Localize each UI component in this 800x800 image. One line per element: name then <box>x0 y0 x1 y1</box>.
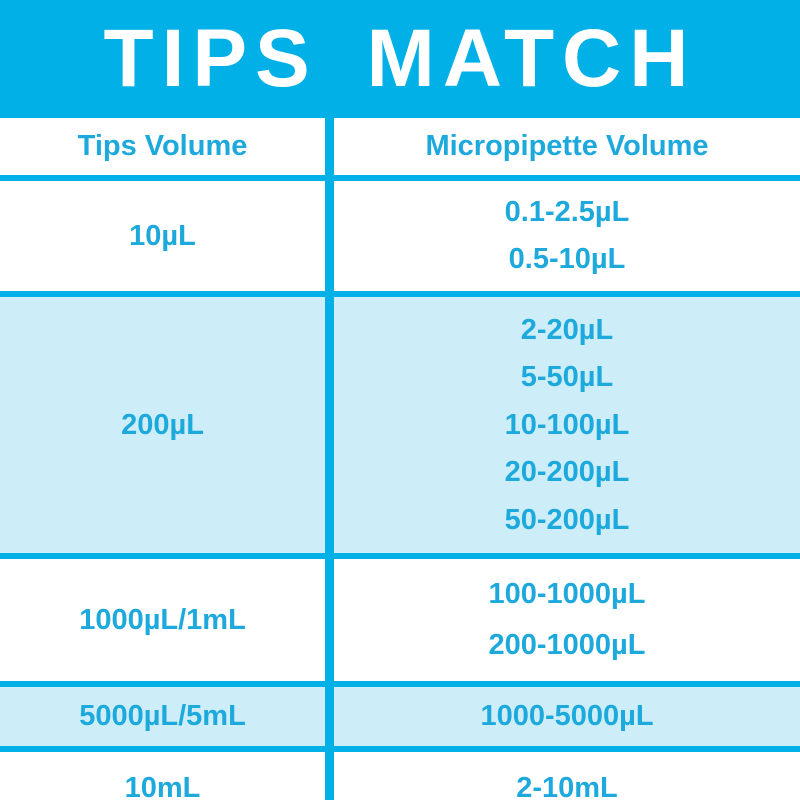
micropipette-range: 2-20µL <box>520 313 614 346</box>
micropipette-range: 2-10mL <box>516 771 618 800</box>
tips-volume-cell: 10mL <box>0 752 325 800</box>
tips-volume-cell: 1000µL/1mL <box>0 559 325 681</box>
micropipette-range: 20-200µL <box>504 456 630 488</box>
column-divider <box>325 181 334 291</box>
micropipette-range: 1000-5000µL <box>480 700 654 732</box>
micropipette-volume-cell: 2-10mL <box>334 752 800 800</box>
column-divider <box>325 559 334 681</box>
column-divider <box>325 687 334 746</box>
micropipette-range: 50-200µL <box>504 503 630 536</box>
micropipette-range: 0.5-10µL <box>508 242 626 275</box>
tips-volume-value: 5000µL/5mL <box>79 700 246 732</box>
micropipette-range: 10-100µL <box>504 408 630 441</box>
table-row: 200µL 2-20µL 5-50µL 10-100µL 20-200µL 50… <box>0 297 800 559</box>
column-divider <box>325 752 334 800</box>
tips-volume-value: 200µL <box>121 408 204 441</box>
tips-volume-value: 1000µL/1mL <box>79 603 246 636</box>
micropipette-range: 200-1000µL <box>488 628 646 661</box>
table-row: 10mL 2-10mL <box>0 752 800 800</box>
column-header-label: Tips Volume <box>77 130 248 162</box>
table-row: 10µL 0.1-2.5µL 0.5-10µL <box>0 181 800 297</box>
table-row: 1000µL/1mL 100-1000µL 200-1000µL <box>0 559 800 687</box>
column-header-tips-volume: Tips Volume <box>0 118 325 175</box>
tips-volume-value: 10mL <box>124 771 201 800</box>
micropipette-volume-cell: 2-20µL 5-50µL 10-100µL 20-200µL 50-200µL <box>334 297 800 553</box>
title-banner: TIPS MATCH <box>0 0 800 118</box>
tips-volume-cell: 10µL <box>0 181 325 291</box>
micropipette-volume-cell: 0.1-2.5µL 0.5-10µL <box>334 181 800 291</box>
tips-volume-cell: 5000µL/5mL <box>0 687 325 746</box>
table-header-row: Tips Volume Micropipette Volume <box>0 118 800 181</box>
column-divider <box>325 118 334 175</box>
tips-volume-value: 10µL <box>129 219 196 252</box>
column-divider <box>325 297 334 553</box>
micropipette-volume-cell: 1000-5000µL <box>334 687 800 746</box>
table-row: 5000µL/5mL 1000-5000µL <box>0 687 800 752</box>
micropipette-range: 5-50µL <box>520 361 614 393</box>
micropipette-volume-cell: 100-1000µL 200-1000µL <box>334 559 800 681</box>
column-header-label: Micropipette Volume <box>425 130 709 162</box>
tips-volume-cell: 200µL <box>0 297 325 553</box>
page-title: TIPS MATCH <box>103 13 697 104</box>
micropipette-range: 100-1000µL <box>488 578 646 611</box>
column-header-micropipette-volume: Micropipette Volume <box>334 118 800 175</box>
micropipette-range: 0.1-2.5µL <box>504 196 630 229</box>
